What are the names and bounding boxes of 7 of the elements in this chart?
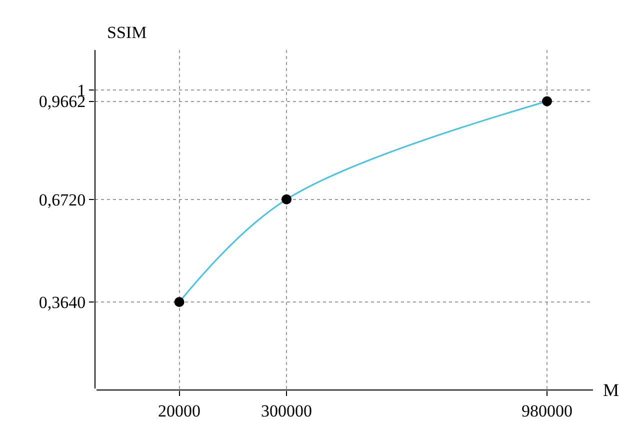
x-tick-label: 20000 [158, 401, 201, 420]
y-axis-title: SSIM [107, 23, 147, 42]
y-tick-label: 0,6720 [38, 190, 86, 210]
x-axis-title: M [603, 380, 620, 400]
x-tick-label: 980000 [522, 401, 573, 420]
x-tick-label: 300000 [261, 401, 312, 420]
y-tick-label: 0,3640 [38, 292, 86, 312]
